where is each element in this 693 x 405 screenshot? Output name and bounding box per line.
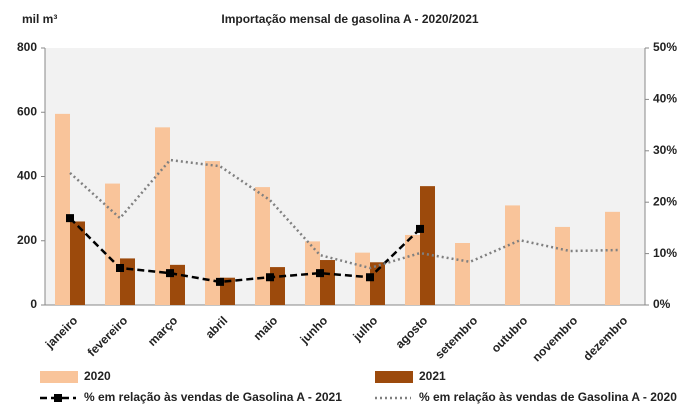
bar — [155, 127, 170, 305]
x-tick-label: janeiro — [42, 313, 80, 351]
x-tick-label: fevereiro — [85, 313, 131, 359]
line-marker — [366, 273, 374, 282]
x-tick-label: novembro — [529, 313, 580, 364]
legend-label: % em relação às vendas de Gasolina A - 2… — [419, 390, 677, 404]
bar — [455, 242, 470, 305]
bar — [505, 205, 520, 305]
legend-swatch — [375, 371, 413, 383]
x-tick-label: abril — [203, 313, 231, 341]
line-marker — [116, 263, 124, 272]
line-marker — [316, 269, 324, 278]
x-tick-label: julho — [349, 313, 380, 344]
line-marker — [216, 277, 224, 286]
x-tick-label: setembro — [432, 313, 480, 361]
y-tick-label: 200 — [17, 233, 37, 247]
bar — [605, 211, 620, 305]
y-axis-label: mil m³ — [22, 12, 57, 26]
y-tick-label: 600 — [17, 104, 37, 118]
x-tick-label: dezembro — [580, 313, 630, 363]
bar — [355, 252, 370, 305]
y-tick-label: 400 — [17, 169, 37, 183]
bar — [555, 226, 570, 305]
y2-tick-label: 40% — [653, 92, 677, 106]
bar — [70, 221, 85, 305]
x-tick-label: agosto — [393, 313, 431, 351]
bar — [320, 260, 335, 305]
y2-tick-label: 50% — [653, 40, 677, 54]
legend-label: 2020 — [84, 369, 111, 383]
bar — [205, 161, 220, 305]
legend-swatch — [40, 371, 78, 383]
x-tick-label: junho — [297, 313, 331, 347]
line-marker — [166, 269, 174, 278]
line-marker — [66, 214, 74, 223]
y-tick-label: 800 — [17, 40, 37, 54]
y2-tick-label: 0% — [653, 297, 671, 311]
bar — [55, 113, 70, 305]
chart-title: Importação mensal de gasolina A - 2020/2… — [221, 12, 479, 26]
bar — [420, 186, 435, 305]
y2-tick-label: 20% — [653, 194, 677, 208]
legend-label: 2021 — [419, 369, 446, 383]
line — [69, 158, 621, 270]
line-marker — [266, 273, 274, 282]
legend-label: % em relação às vendas de Gasolina A - 2… — [84, 390, 342, 404]
bar — [255, 187, 270, 305]
y2-tick-label: 10% — [653, 246, 677, 260]
y-tick-label: 0 — [30, 297, 37, 311]
x-tick-label: outubro — [488, 313, 530, 355]
bar — [270, 267, 285, 305]
bar — [105, 183, 120, 305]
x-tick-label: maio — [251, 313, 281, 343]
legend-marker — [54, 394, 62, 402]
line-marker — [416, 224, 424, 233]
y2-tick-label: 30% — [653, 143, 677, 157]
bar — [405, 234, 420, 305]
x-tick-label: março — [145, 313, 180, 348]
line — [69, 217, 421, 284]
bar — [370, 262, 385, 305]
